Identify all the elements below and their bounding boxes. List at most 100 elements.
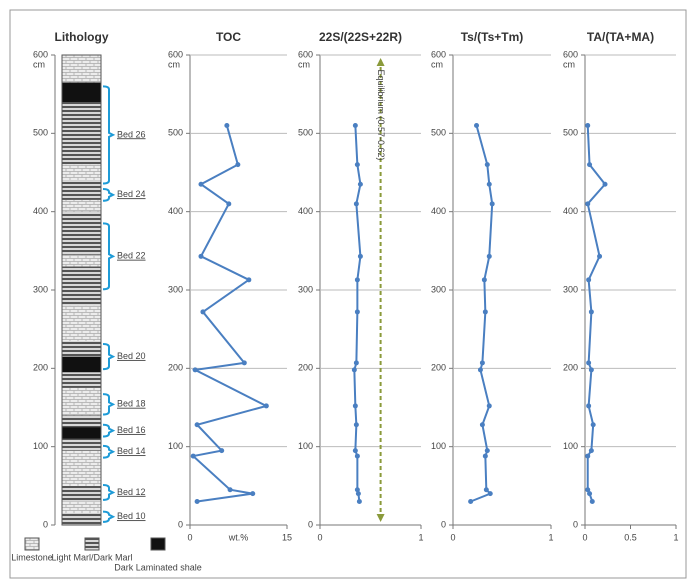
y-unit: cm [563, 59, 575, 69]
data-point [226, 201, 232, 207]
legend-label: Limestone [11, 552, 53, 562]
lithology-layer [62, 485, 101, 502]
bed-label: Bed 16 [117, 425, 146, 435]
x-tick-label: 0 [317, 532, 322, 542]
lithology-layer [62, 266, 101, 306]
reference-label: Equilibrium (0.57-0.62) [376, 69, 386, 160]
data-line [353, 125, 362, 502]
y-tick-label: 200 [168, 363, 183, 373]
data-point [219, 448, 225, 454]
bed-label: Bed 20 [117, 351, 146, 361]
data-point [198, 253, 204, 259]
y-tick-label: 200 [431, 363, 446, 373]
panel-title: 22S/(22S+22R) [319, 30, 402, 44]
data-line [470, 125, 494, 503]
y-tick-label: 500 [563, 128, 578, 138]
bed-label: Bed 24 [117, 189, 146, 199]
panel-title: TA/(TA+MA) [587, 30, 654, 44]
data-point [352, 448, 358, 454]
data-point [353, 201, 359, 207]
bed-label: Bed 10 [117, 511, 146, 521]
data-point [585, 201, 591, 207]
y-tick-label: 500 [168, 128, 183, 138]
data-point [481, 277, 487, 283]
bed-bracket [102, 444, 116, 459]
y-tick-label: 600 [563, 49, 578, 59]
data-point [482, 309, 488, 315]
bed-bracket [102, 484, 116, 501]
data-point [190, 453, 196, 459]
x-tick-label: 1 [548, 532, 553, 542]
lithology-layer [62, 305, 101, 341]
lithology-layer [62, 450, 101, 486]
x-tick-label: 15 [282, 532, 292, 542]
data-point [587, 491, 593, 497]
y-tick-label: 200 [33, 363, 48, 373]
lithology-layer [62, 427, 101, 439]
bed-label: Bed 14 [117, 446, 146, 456]
legend-swatch [84, 537, 100, 551]
data-point [241, 360, 247, 366]
lithology-layer [62, 55, 101, 83]
y-tick-label: 0 [441, 519, 446, 529]
data-line [586, 125, 607, 502]
bed-label: Bed 22 [117, 251, 146, 261]
bed-label: Bed 18 [117, 399, 146, 409]
data-point [585, 453, 591, 459]
y-tick-label: 300 [431, 284, 446, 294]
legend-swatch [150, 537, 166, 551]
data-point [487, 491, 493, 497]
lithology-layer [62, 199, 101, 212]
data-point [483, 487, 489, 493]
lithology-layer [62, 513, 101, 525]
lithology-layer [62, 102, 101, 165]
lithology-layer [62, 211, 101, 255]
x-tick-label: 0 [187, 532, 192, 542]
data-point [486, 181, 492, 187]
bed-label: Bed 12 [117, 487, 146, 497]
lithology-layer [62, 356, 101, 373]
data-point [482, 453, 488, 459]
y-tick-label: 0 [178, 519, 183, 529]
data-point [192, 367, 198, 373]
data-point [586, 360, 592, 366]
panel-title: TOC [216, 30, 241, 44]
y-unit: cm [298, 59, 310, 69]
y-tick-label: 100 [168, 441, 183, 451]
bed-bracket [102, 393, 116, 416]
data-point [357, 253, 363, 259]
bed-bracket [102, 222, 116, 291]
x-tick-label: 0 [450, 532, 455, 542]
data-point [235, 162, 241, 168]
legend-swatch [24, 537, 40, 551]
data-point [479, 360, 485, 366]
data-point [588, 309, 594, 315]
data-point [357, 181, 363, 187]
x-tick-label: 0 [582, 532, 587, 542]
data-point [351, 367, 357, 373]
x-axis-label: wt.% [228, 532, 249, 542]
y-tick-label: 0 [43, 519, 48, 529]
bed-bracket [102, 510, 116, 523]
panel-title: Lithology [55, 30, 109, 44]
y-tick-label: 100 [431, 441, 446, 451]
lithology-layer [62, 438, 101, 451]
x-tick-label: 1 [418, 532, 423, 542]
data-point [484, 162, 490, 168]
y-unit: cm [431, 59, 443, 69]
x-tick-label: 0.5 [624, 532, 637, 542]
data-point [468, 499, 474, 504]
y-tick-label: 100 [33, 441, 48, 451]
y-tick-label: 400 [563, 206, 578, 216]
data-point [354, 453, 360, 459]
data-point [355, 491, 361, 497]
lithology-layer [62, 372, 101, 388]
y-tick-label: 400 [33, 206, 48, 216]
data-point [585, 123, 591, 128]
lithology-layer [62, 340, 101, 357]
lithology-layer [62, 501, 101, 514]
data-point [585, 487, 591, 493]
panel-title: Ts/(Ts+Tm) [461, 30, 524, 44]
y-tick-label: 600 [431, 49, 446, 59]
data-point [588, 448, 594, 454]
